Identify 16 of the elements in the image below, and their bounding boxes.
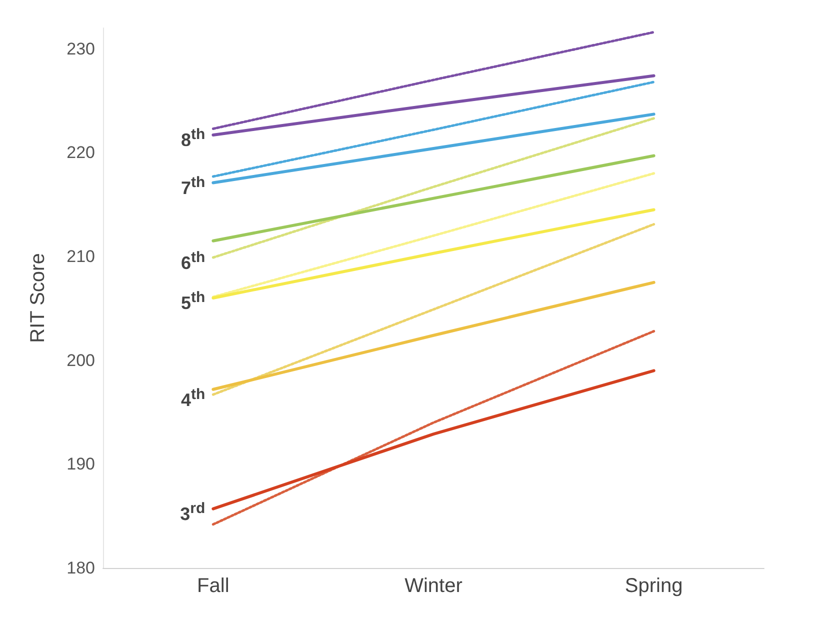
y-tick-label: 200 bbox=[66, 350, 95, 370]
y-axis-title: RIT Score bbox=[27, 253, 49, 343]
x-tick-label: Fall bbox=[197, 575, 230, 597]
annotation: 8$^{th}$ bbox=[180, 124, 206, 152]
y-tick-label: 210 bbox=[66, 246, 95, 266]
y-tick-label: 230 bbox=[66, 39, 95, 58]
annotation: 3$^{rd}$ bbox=[180, 498, 206, 526]
annotation: 7$^{th}$ bbox=[180, 172, 206, 200]
y-tick-label: 180 bbox=[66, 558, 95, 578]
y-tick-label: 220 bbox=[66, 143, 95, 162]
annotation: 6$^{th}$ bbox=[180, 248, 206, 274]
y-tick-label: 190 bbox=[66, 454, 95, 474]
annotation: 5$^{th}$ bbox=[180, 288, 206, 315]
x-tick-label: Winter bbox=[404, 575, 463, 597]
x-tick-label: Spring bbox=[624, 575, 683, 597]
annotation: 4$^{th}$ bbox=[180, 384, 206, 412]
